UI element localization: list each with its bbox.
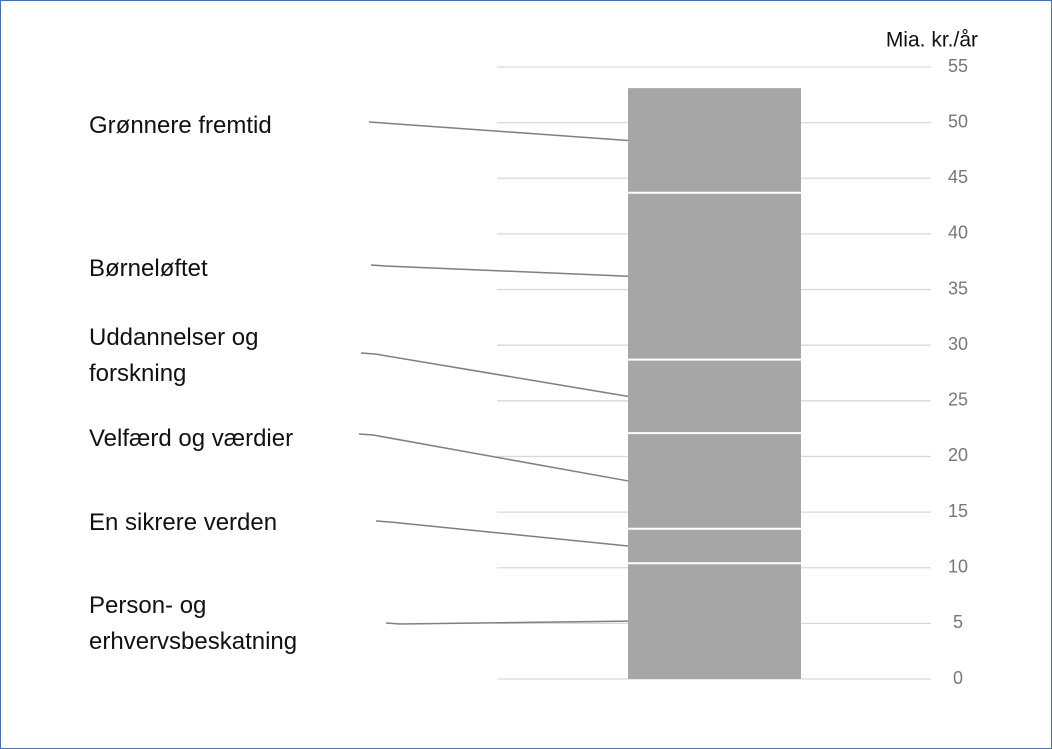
leader-line: [385, 620, 629, 625]
segment-label: Grønnere fremtid: [89, 112, 272, 139]
y-tick-label: 15: [948, 501, 968, 521]
y-tick-label: 35: [948, 278, 968, 298]
y-tick-label: 55: [948, 56, 968, 76]
leader-line: [358, 433, 629, 482]
axis-title: Mia. kr./år: [886, 29, 978, 52]
bar-segment: [628, 192, 801, 360]
bar-segment: [628, 433, 801, 529]
y-tick-label: 40: [948, 223, 968, 243]
bar-segment: [628, 563, 801, 679]
bar-segment: [628, 528, 801, 564]
leader-line: [370, 264, 629, 277]
segment-label: Velfærd og værdier: [89, 425, 294, 452]
y-tick-label: 10: [948, 556, 968, 576]
y-tick-label: 25: [948, 390, 968, 410]
segment-label: Person- og erhvervsbeskatning: [89, 592, 298, 655]
y-tick-label: 20: [948, 445, 968, 465]
bar-segment: [628, 359, 801, 434]
leader-line: [360, 352, 629, 398]
leader-line: [368, 121, 629, 142]
y-tick-label: 45: [948, 167, 968, 187]
segment-label: Uddannelser og forskning: [89, 324, 259, 387]
leader-line: [375, 520, 629, 547]
segment-label: En sikrere verden: [89, 509, 278, 536]
y-tick-label: 5: [953, 612, 963, 632]
y-tick-label: 0: [953, 668, 963, 688]
segment-label: Børneløftet: [89, 255, 208, 282]
y-tick-label: 50: [948, 111, 968, 131]
bar-segment: [628, 88, 801, 193]
y-tick-label: 30: [948, 334, 968, 354]
